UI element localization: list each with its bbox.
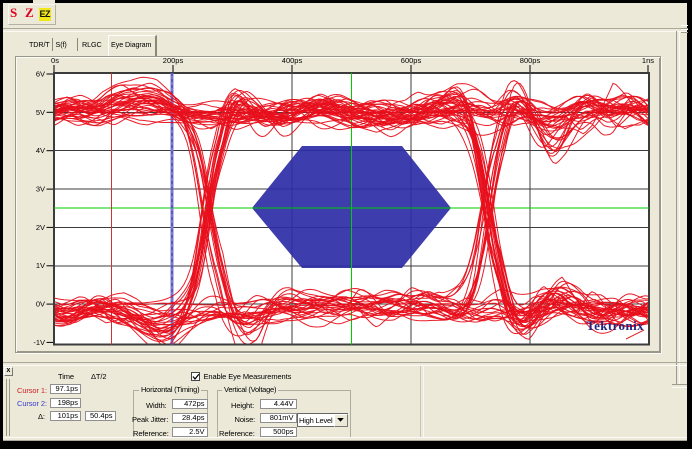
svg-text:800ps: 800ps — [520, 56, 541, 65]
svg-text:Tektronix: Tektronix — [586, 318, 644, 333]
svg-text:3V: 3V — [36, 185, 45, 194]
svg-text:0s: 0s — [51, 56, 59, 65]
svg-text:400ps: 400ps — [282, 56, 303, 65]
svg-text:5V: 5V — [36, 108, 45, 117]
svg-text:2V: 2V — [36, 223, 45, 232]
svg-text:1V: 1V — [36, 261, 45, 270]
svg-text:200ps: 200ps — [163, 56, 184, 65]
svg-text:-1V: -1V — [33, 338, 45, 347]
svg-text:6V: 6V — [36, 70, 45, 79]
svg-text:0V: 0V — [36, 300, 45, 309]
svg-text:4V: 4V — [36, 146, 45, 155]
svg-text:1ns: 1ns — [642, 56, 654, 65]
svg-text:600ps: 600ps — [401, 56, 422, 65]
